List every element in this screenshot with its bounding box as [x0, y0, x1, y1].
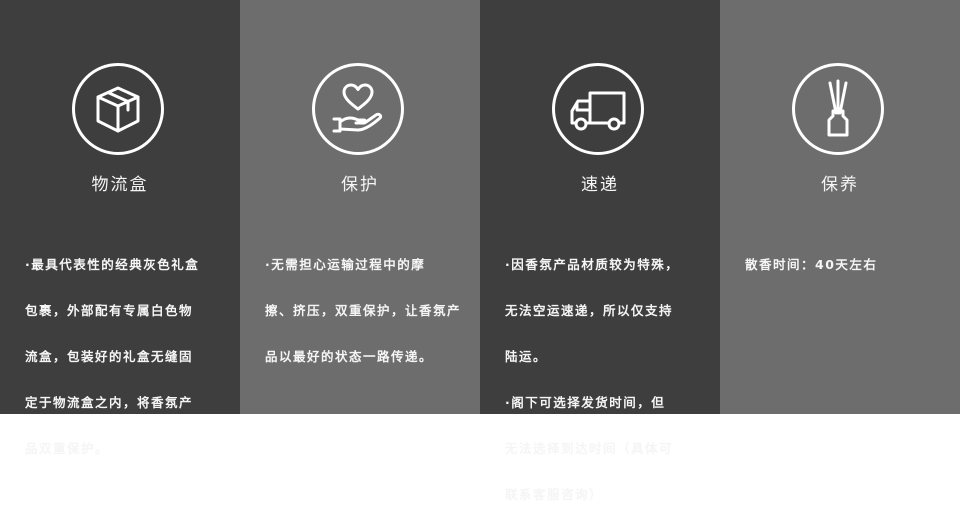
- reed-diffuser-icon: [792, 63, 884, 155]
- panel-logistics-box: 物流盒 ·最具代表性的经典灰色礼盒 包裹，外部配有专属白色物 流盒，包装好的礼盒…: [0, 0, 240, 456]
- description-line: ·最具代表性的经典灰色礼盒: [25, 257, 200, 272]
- description-line: 联系客服咨询）: [505, 487, 604, 502]
- description-line: ·阁下可选择发货时间，但: [505, 395, 666, 410]
- panel-protection: 保护 ·无需担心运输过程中的摩 擦、挤压，双重保护，让香氛产 品以最好的状态一路…: [240, 0, 480, 414]
- description-line: 品双重保护。: [25, 441, 110, 456]
- description-line: ·因香氛产品材质较为特殊，: [505, 257, 680, 272]
- panel-description: ·因香氛产品材质较为特殊， 无法空运速递，所以仅支持 陆运。 ·阁下可选择发货时…: [505, 230, 705, 529]
- heart-in-hand-icon: [312, 63, 404, 155]
- description-line: 无法选择到达时间（具体可: [505, 441, 674, 456]
- package-box-icon: [72, 63, 164, 155]
- panel-description: ·最具代表性的经典灰色礼盒 包裹，外部配有专属白色物 流盒，包装好的礼盒无缝固 …: [25, 230, 225, 483]
- delivery-truck-icon: [552, 63, 644, 155]
- panel-title: 物流盒: [91, 175, 149, 195]
- description-line: 包裹，外部配有专属白色物: [25, 303, 194, 318]
- description-line: ·无需担心运输过程中的摩: [265, 257, 426, 272]
- panel-title: 保护: [341, 175, 379, 195]
- description-line: 散香时间：40天左右: [745, 257, 878, 272]
- panel-description: ·无需担心运输过程中的摩 擦、挤压，双重保护，让香氛产 品以最好的状态一路传递。: [265, 230, 465, 391]
- panel-express-delivery: 速递 ·因香氛产品材质较为特殊， 无法空运速递，所以仅支持 陆运。 ·阁下可选择…: [480, 0, 720, 502]
- panel-title: 保养: [821, 175, 859, 195]
- description-line: 定于物流盒之内，将香氛产: [25, 395, 194, 410]
- panel-maintenance: 保养 散香时间：40天左右: [720, 0, 960, 414]
- description-line: 擦、挤压，双重保护，让香氛产: [265, 303, 462, 318]
- description-line: 陆运。: [505, 349, 548, 364]
- description-line: 无法空运速递，所以仅支持: [505, 303, 674, 318]
- description-line: 流盒，包装好的礼盒无缝固: [25, 349, 194, 364]
- panel-description: 散香时间：40天左右: [745, 230, 945, 299]
- description-line: 品以最好的状态一路传递。: [265, 349, 434, 364]
- feature-panels: 物流盒 ·最具代表性的经典灰色礼盒 包裹，外部配有专属白色物 流盒，包装好的礼盒…: [0, 0, 960, 414]
- panel-title: 速递: [581, 175, 619, 195]
